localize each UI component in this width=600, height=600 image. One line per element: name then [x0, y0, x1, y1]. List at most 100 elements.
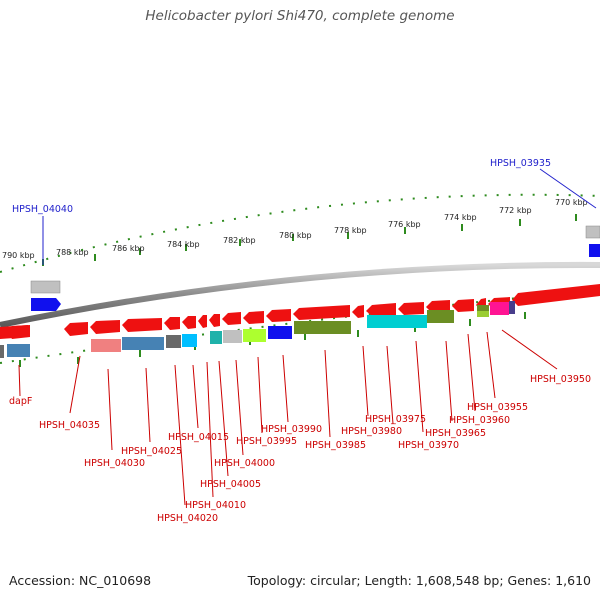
gene-box [122, 337, 164, 350]
gene-box [585, 225, 600, 239]
gene-arrow-reverse [452, 299, 474, 312]
gene-arrow-reverse [243, 311, 264, 324]
gene-label-reverse: HPSH_03970 [398, 440, 459, 451]
leader-line [192, 364, 199, 429]
gene-box [294, 321, 351, 334]
gene-box [509, 301, 515, 314]
gene-arrow-reverse [222, 312, 241, 325]
gene-label-reverse: HPSH_04035 [39, 420, 100, 431]
scale-label: 774 kbp [444, 213, 477, 222]
major-ticks [42, 214, 577, 266]
gene-arrow-reverse [164, 317, 180, 330]
gene-label-reverse: HPSH_03960 [449, 415, 510, 426]
leader-line [145, 367, 151, 443]
leader-line [18, 364, 21, 397]
gene-box [268, 326, 292, 339]
gene-arrow-reverse [7, 325, 30, 339]
genome-summary-text: Topology: circular; Length: 1,608,548 bp… [247, 573, 591, 588]
gene-label-forward: HPSH_03935 [490, 158, 551, 169]
gene-arrow-reverse [90, 320, 120, 334]
reverse-boxes [0, 301, 515, 358]
scale-label: 780 kbp [279, 231, 312, 240]
gene-box [477, 305, 489, 313]
leader-line [415, 340, 424, 433]
scale-label: 784 kbp [167, 240, 200, 249]
scale-label: 786 kbp [112, 244, 145, 253]
gene-arrow-reverse [64, 322, 88, 336]
gene-arrow-reverse [266, 309, 291, 322]
leader-line [107, 368, 113, 451]
gene-box [477, 311, 489, 317]
leader-line [257, 356, 263, 434]
leader-line [282, 354, 289, 423]
gene-arrow-reverse [182, 316, 196, 329]
gene-arrow-reverse [512, 284, 600, 306]
leader-line [486, 331, 496, 399]
gene-label-reverse: HPSH_04005 [200, 479, 261, 490]
gene-arrow-reverse [426, 300, 450, 313]
reverse-arrows [0, 284, 600, 339]
leader-line [174, 364, 186, 506]
leader-line [69, 355, 81, 414]
gene-arrow-reverse [209, 314, 220, 327]
gene-box [7, 344, 30, 357]
leader-line [467, 333, 476, 412]
gene-box [427, 310, 454, 323]
gene-label-reverse: HPSH_03975 [365, 414, 426, 425]
gene-box [589, 244, 600, 257]
gene-label-forward: HPSH_04040 [12, 204, 73, 215]
gene-arrow-reverse [293, 305, 350, 320]
scale-label: 790 kbp [2, 251, 35, 260]
gene-label-reverse: dapF [9, 396, 32, 407]
reverse-leaders [18, 329, 558, 506]
scale-label: 778 kbp [334, 226, 367, 235]
gene-box [166, 335, 181, 348]
gene-box [0, 345, 4, 358]
gene-box [210, 331, 222, 344]
gene-arrow-forward [31, 298, 61, 311]
leader-line [539, 168, 597, 209]
gene-label-reverse: HPSH_03965 [425, 428, 486, 439]
scale-label: 772 kbp [499, 206, 532, 215]
scale-label: 788 kbp [56, 248, 89, 257]
scale-label: 782 kbp [223, 236, 256, 245]
gene-label-reverse: HPSH_04030 [84, 458, 145, 469]
leader-line [218, 360, 229, 477]
gene-arrow-reverse [398, 302, 424, 315]
leader-line [362, 345, 369, 417]
gene-label-reverse: HPSH_03985 [305, 440, 366, 451]
gene-label-reverse: HPSH_03950 [530, 374, 591, 385]
gene-label-reverse: HPSH_04025 [121, 446, 182, 457]
leader-line [501, 329, 558, 370]
gene-label-reverse: HPSH_03955 [467, 402, 528, 413]
gene-box [243, 329, 266, 342]
leader-line [206, 361, 214, 498]
gene-box [367, 315, 427, 328]
genome-title: Helicobacter pylori Shi470, complete gen… [145, 8, 455, 24]
inner-ruler [0, 289, 600, 364]
forward-leaders [42, 168, 597, 265]
gene-label-reverse: HPSH_04000 [214, 458, 275, 469]
gene-arrow-reverse [366, 303, 396, 316]
forward-features [30, 225, 600, 311]
gene-label-reverse: HPSH_03980 [341, 426, 402, 437]
gene-label-reverse: HPSH_03990 [261, 424, 322, 435]
leader-line [445, 340, 453, 422]
gene-box [30, 280, 61, 294]
gene-label-reverse: HPSH_03995 [236, 436, 297, 447]
gene-label-reverse: HPSH_04015 [168, 432, 229, 443]
leader-line [324, 349, 331, 438]
gene-arrow-reverse [122, 318, 162, 332]
gene-label-reverse: HPSH_04020 [157, 513, 218, 524]
leader-line [386, 345, 394, 425]
gene-box [490, 302, 509, 315]
accession-text: Accession: NC_010698 [9, 573, 152, 588]
gene-box [182, 334, 197, 347]
leader-line [235, 359, 244, 456]
gene-arrow-reverse [352, 305, 364, 318]
gene-label-reverse: HPSH_04010 [185, 500, 246, 511]
gene-arrow-reverse [198, 315, 207, 328]
genome-backbone [0, 261, 600, 328]
gene-box [91, 339, 121, 352]
